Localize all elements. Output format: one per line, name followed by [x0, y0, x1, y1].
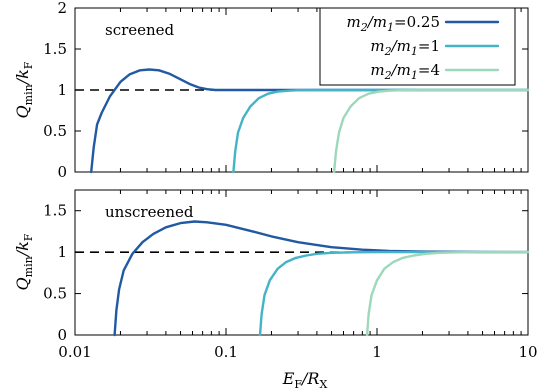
panel-unscreened: 0 0.5 1 1.5 0.01 0.1 1 10 unscreened — [43, 189, 538, 361]
svg-text:Qmin/kF: Qmin/kF — [13, 61, 35, 118]
y-tick-label: 0.5 — [43, 122, 67, 140]
panel-screened: 0 0.5 1 1.5 2 screened — [43, 0, 530, 181]
x-tick-label: 10 — [518, 343, 537, 361]
y-tick-label: 0 — [57, 326, 67, 344]
panel-label: unscreened — [105, 203, 194, 221]
legend-entry-3: m2/m1=4 — [370, 61, 440, 82]
plot-frame — [74, 189, 529, 336]
y-tick-label: 1.5 — [43, 202, 67, 220]
y-tick-label: 1 — [57, 243, 67, 261]
x-tick-label: 0.01 — [58, 343, 91, 361]
y-axis-label-top: Qmin/kF — [13, 61, 35, 118]
series-line-2 — [232, 88, 530, 174]
legend: m2/m1=0.25 m2/m1=1 m2/m1=4 — [319, 7, 516, 86]
svg-text:Qmin/kF: Qmin/kF — [13, 233, 35, 290]
panel-label: screened — [105, 21, 175, 39]
series-line-3 — [365, 250, 530, 337]
series-line-3 — [332, 88, 530, 174]
series-line-1 — [89, 68, 530, 174]
series-line-1 — [113, 220, 530, 337]
y-tick-label: 1 — [57, 81, 67, 99]
x-axis-label: EF/RX — [282, 369, 328, 390]
y-tick-label: 0.5 — [43, 285, 67, 303]
legend-entry-2: m2/m1=1 — [370, 37, 440, 58]
y-axis-label-bottom: Qmin/kF — [13, 233, 35, 290]
y-tick-label: 2 — [57, 0, 67, 17]
x-tick-label: 1 — [372, 343, 382, 361]
legend-entry-1: m2/m1=0.25 — [347, 13, 440, 34]
y-tick-label: 0 — [57, 163, 67, 181]
series-line-2 — [258, 250, 530, 337]
x-tick-label: 0.1 — [214, 343, 238, 361]
y-tick-label: 1.5 — [43, 40, 67, 58]
